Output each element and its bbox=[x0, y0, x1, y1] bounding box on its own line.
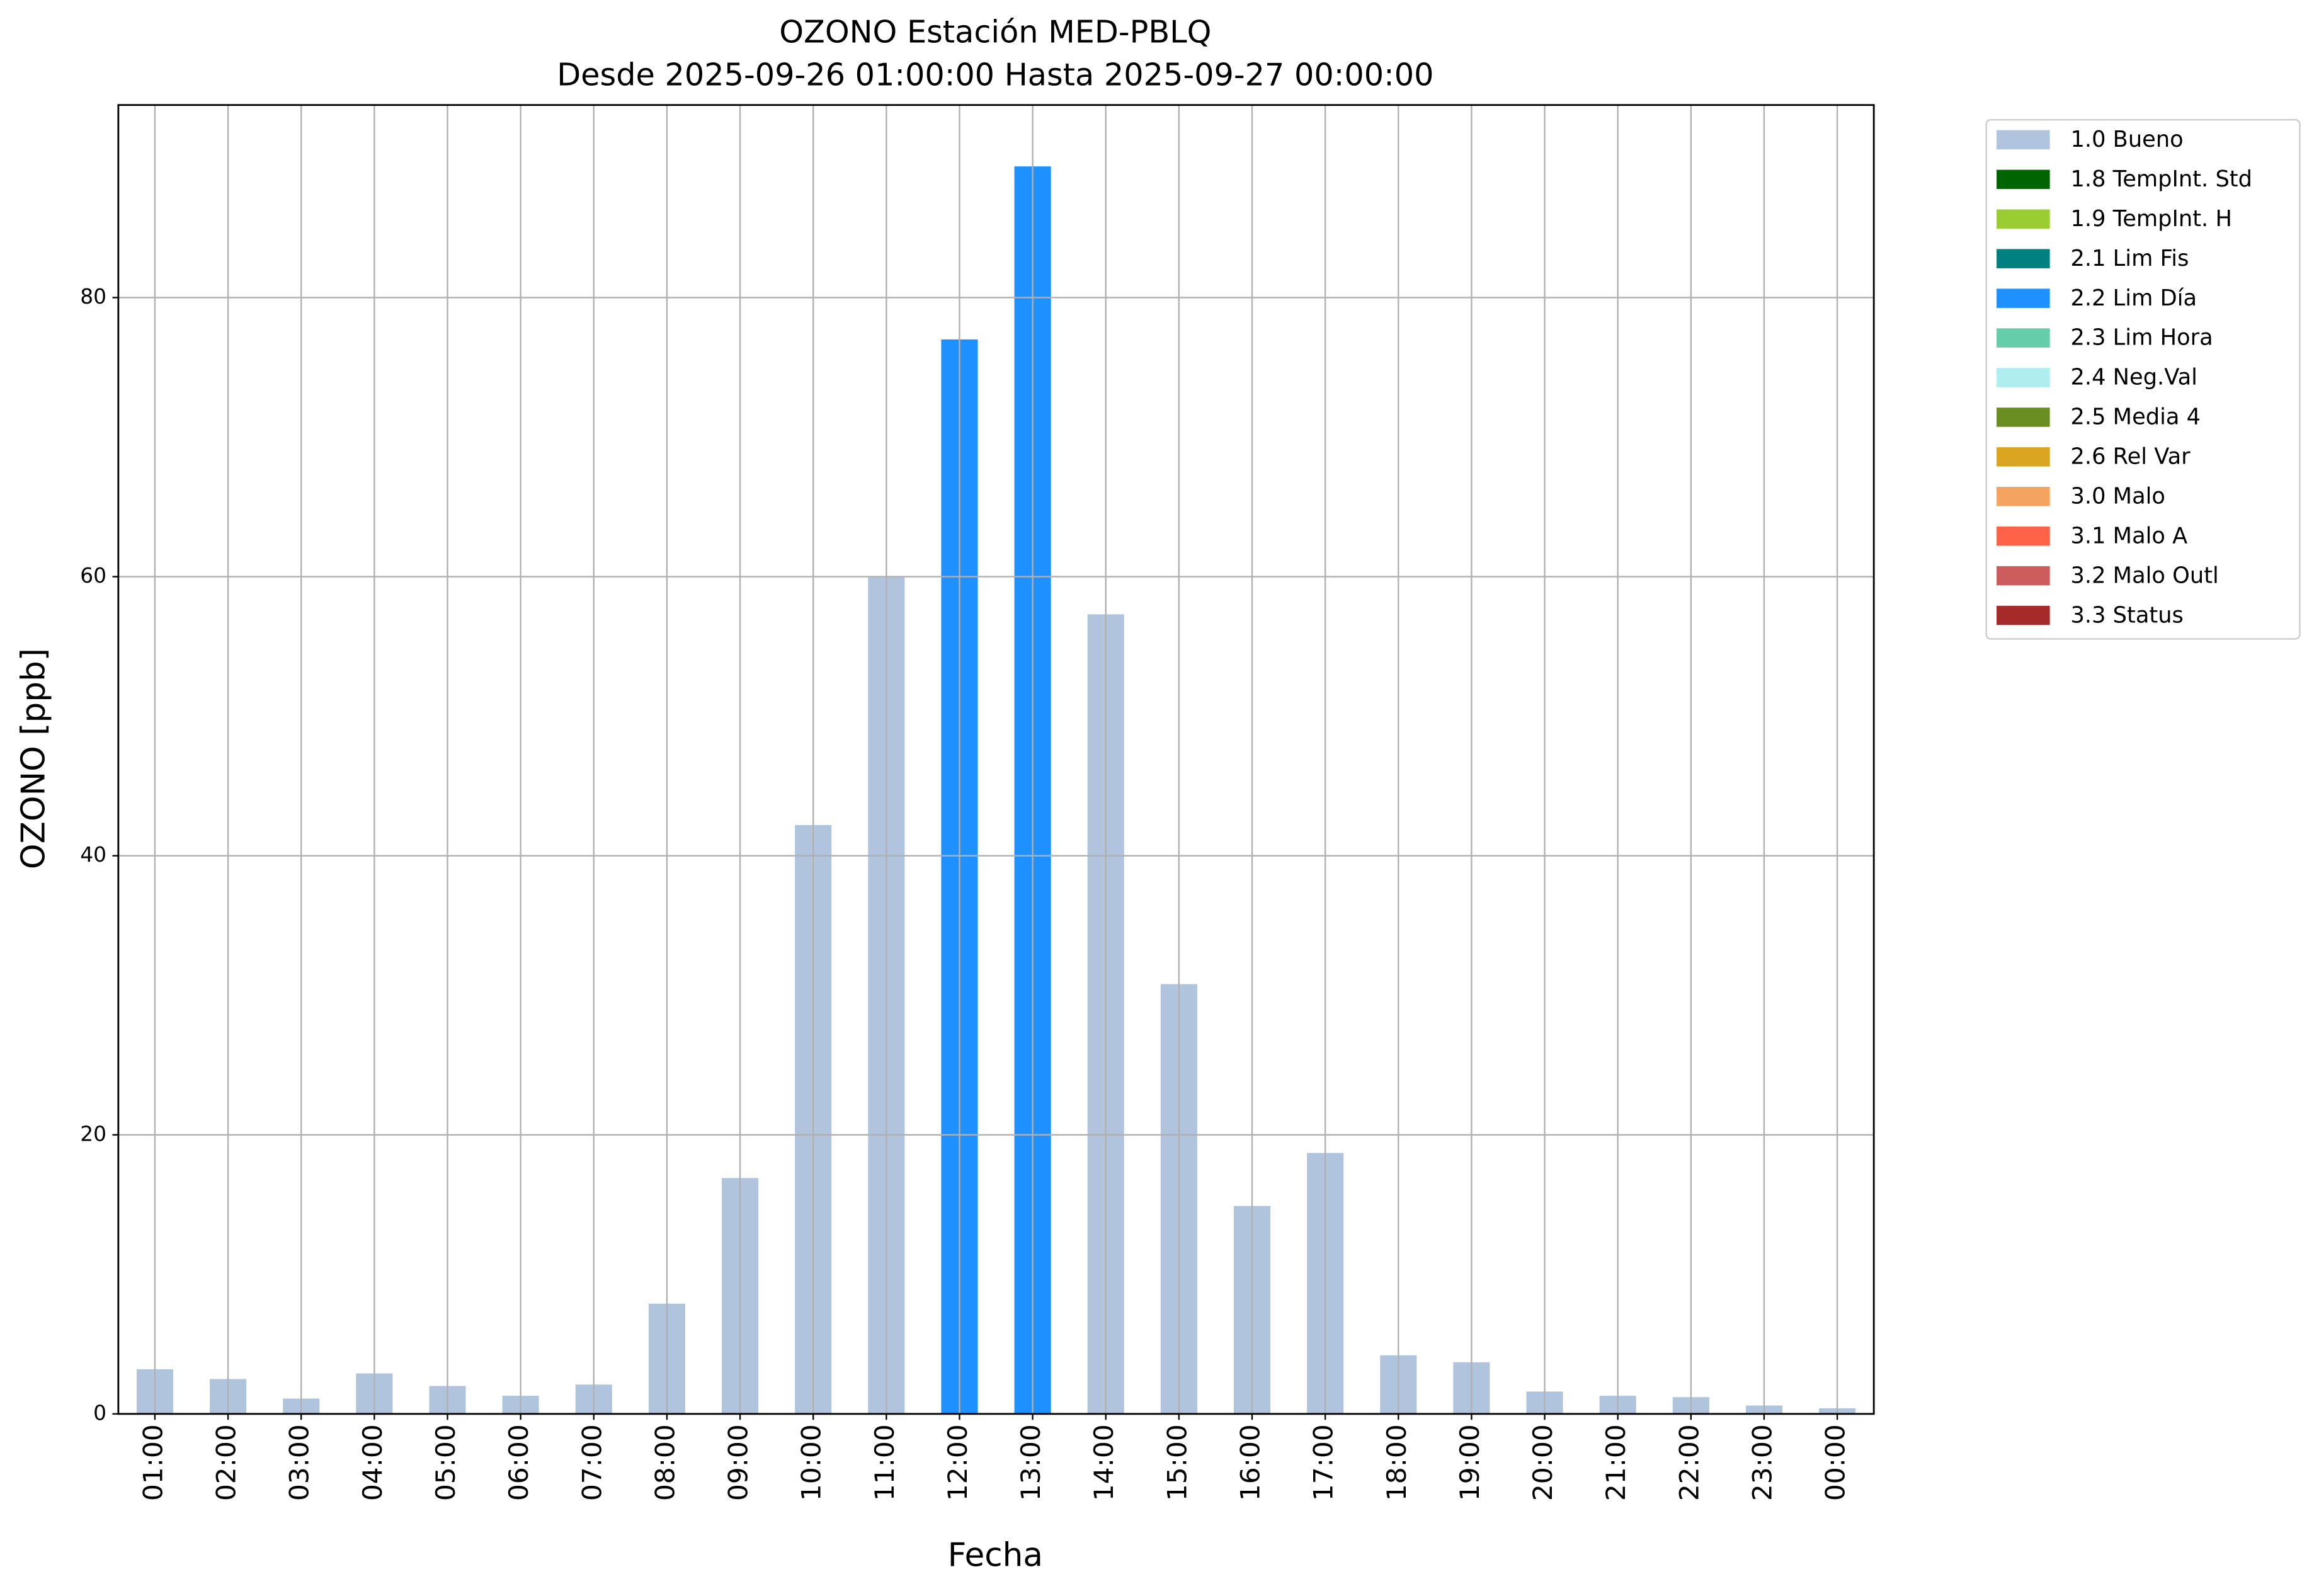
x-tick-label: 03:00 bbox=[284, 1424, 315, 1501]
y-tick-label: 20 bbox=[80, 1121, 106, 1146]
x-tick-label: 09:00 bbox=[723, 1424, 754, 1501]
legend-label: 3.1 Malo A bbox=[2070, 523, 2187, 549]
x-tick-label: 17:00 bbox=[1308, 1424, 1339, 1501]
x-tick-label: 18:00 bbox=[1381, 1424, 1412, 1501]
x-tick-label: 11:00 bbox=[869, 1424, 900, 1501]
x-tick-label: 20:00 bbox=[1527, 1424, 1558, 1501]
legend-label: 1.0 Bueno bbox=[2070, 127, 2183, 152]
x-tick-label: 16:00 bbox=[1235, 1424, 1266, 1501]
x-tick-label: 15:00 bbox=[1161, 1424, 1192, 1501]
x-tick-label: 08:00 bbox=[649, 1424, 680, 1501]
legend-swatch bbox=[1997, 209, 2050, 229]
legend-label: 1.9 TempInt. H bbox=[2070, 206, 2231, 232]
plot-frame bbox=[117, 104, 1875, 1415]
x-tick-label: 22:00 bbox=[1673, 1424, 1704, 1501]
legend-label: 3.0 Malo bbox=[2070, 483, 2165, 509]
legend-label: 3.2 Malo Outl bbox=[2070, 562, 2218, 588]
x-tick-label: 02:00 bbox=[211, 1424, 242, 1501]
x-tick-label: 07:00 bbox=[576, 1424, 607, 1501]
legend-label: 2.2 Lim Día bbox=[2070, 285, 2197, 311]
legend: 1.0 Bueno 1.8 TempInt. Std 1.9 TempInt. H 2… bbox=[1985, 119, 2301, 640]
x-tick-label: 19:00 bbox=[1454, 1424, 1485, 1501]
chart-title: OZONO Estación MED-PBLQ bbox=[779, 14, 1211, 50]
y-tick-label: 60 bbox=[80, 563, 106, 588]
x-tick-label: 13:00 bbox=[1015, 1424, 1046, 1501]
legend-label: 2.1 Lim Fis bbox=[2070, 246, 2189, 271]
legend-label: 3.3 Status bbox=[2070, 602, 2183, 628]
x-tick-label: 04:00 bbox=[357, 1424, 388, 1501]
legend-label: 2.6 Rel Var bbox=[2070, 444, 2191, 470]
legend-swatch bbox=[1997, 368, 2050, 387]
x-tick-label: 01:00 bbox=[137, 1424, 168, 1501]
x-tick-label: 10:00 bbox=[796, 1424, 827, 1501]
legend-swatch bbox=[1997, 249, 2050, 268]
legend-swatch bbox=[1997, 526, 2050, 546]
plot-area: 01:00 02:00 03:00 04:00 05:00 06:00 07:00 08:00… bbox=[80, 105, 1874, 1501]
x-tick-label: 14:00 bbox=[1088, 1424, 1119, 1501]
y-tick-label: 0 bbox=[93, 1400, 106, 1425]
x-tick-label: 00:00 bbox=[1820, 1424, 1851, 1501]
legend-swatch bbox=[1997, 328, 2050, 348]
legend-swatch bbox=[1997, 288, 2050, 308]
x-axis-label: Fecha bbox=[948, 1537, 1043, 1575]
x-tick-label: 12:00 bbox=[942, 1424, 973, 1501]
y-tick-label: 80 bbox=[80, 284, 106, 309]
legend-swatch bbox=[1997, 169, 2050, 190]
x-tick-label: 05:00 bbox=[430, 1424, 461, 1501]
legend-swatch bbox=[1997, 487, 2050, 506]
legend-swatch bbox=[1997, 566, 2050, 586]
legend-label: 2.5 Media 4 bbox=[2070, 404, 2201, 430]
x-tick-label: 23:00 bbox=[1746, 1424, 1777, 1501]
legend-swatch bbox=[1997, 447, 2050, 467]
y-axis-label: OZONO [ppb] bbox=[14, 648, 52, 869]
legend-label: 2.3 Lim Hora bbox=[2070, 325, 2213, 351]
legend-swatch bbox=[1997, 605, 2050, 625]
legend-swatch bbox=[1997, 130, 2050, 150]
legend-label: 2.4 Neg.Val bbox=[2070, 365, 2197, 390]
y-tick-label: 40 bbox=[80, 842, 106, 867]
legend-swatch bbox=[1997, 408, 2050, 427]
legend-label: 1.8 TempInt. Std bbox=[2070, 166, 2252, 192]
x-tick-label: 06:00 bbox=[503, 1424, 534, 1501]
legend-box bbox=[1985, 119, 2301, 640]
x-tick-label: 21:00 bbox=[1600, 1424, 1631, 1501]
chart-subtitle: Desde 2025-09-26 01:00:00 Hasta 2025-09-… bbox=[557, 57, 1433, 93]
